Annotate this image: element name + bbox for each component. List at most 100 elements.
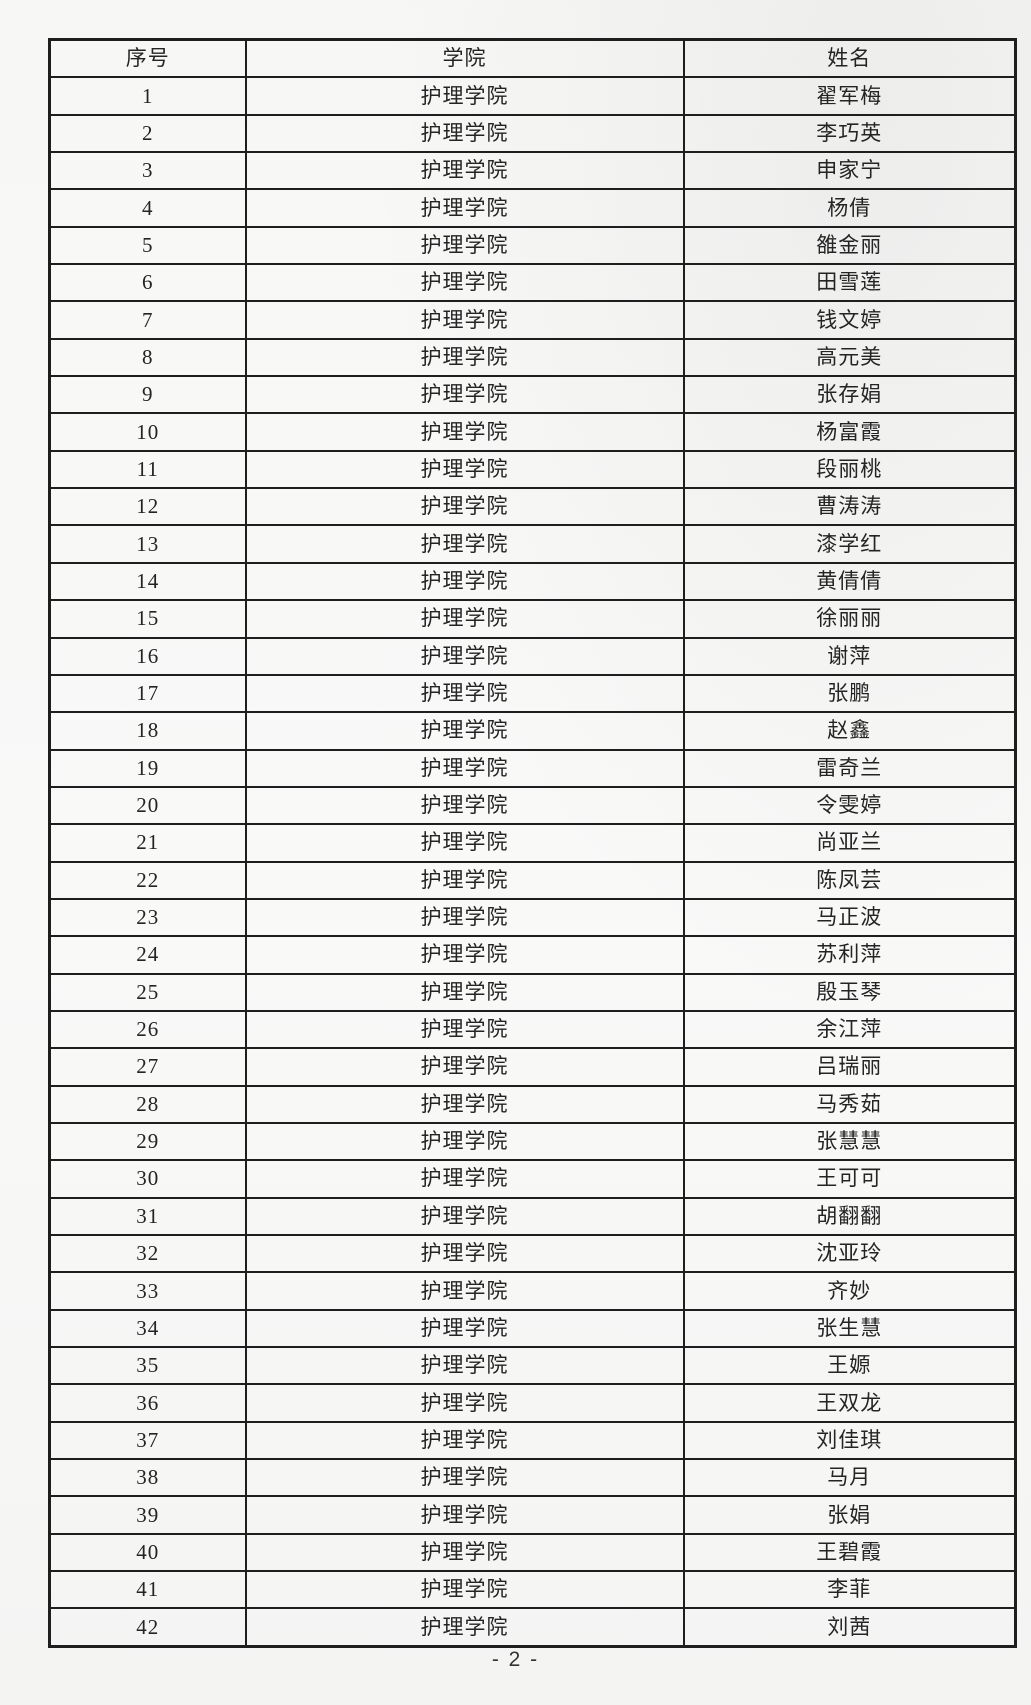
college-cell: 护理学院: [244, 972, 685, 1012]
table-row: 15 护理学院 徐丽丽: [48, 599, 1017, 639]
table-row: 23 护理学院 马正波: [48, 897, 1017, 938]
college-cell: 护理学院: [244, 1383, 685, 1423]
row-number-cell: 27: [48, 1047, 247, 1087]
name-cell: 张娟: [682, 1495, 1017, 1535]
college-cell: 护理学院: [244, 375, 685, 415]
college-cell: 护理学院: [244, 1570, 685, 1610]
name-cell: 申家宁: [682, 151, 1017, 191]
table-row: 33 护理学院 齐妙: [48, 1271, 1017, 1311]
name-cell: 漆学红: [682, 524, 1017, 564]
table-row: 42 护理学院 刘茜: [48, 1607, 1017, 1648]
table-row: 2 护理学院 李巧英: [48, 113, 1017, 154]
row-number-cell: 23: [48, 897, 247, 938]
row-number-cell: 1: [48, 76, 247, 116]
name-cell: 钱文婷: [682, 300, 1017, 340]
name-cell: 余江萍: [682, 1009, 1017, 1050]
college-cell: 护理学院: [244, 785, 685, 826]
row-number-cell: 38: [48, 1458, 247, 1498]
table-row: 13 护理学院 漆学红: [48, 524, 1017, 564]
row-number-cell: 16: [48, 636, 247, 676]
table-row: 4 护理学院 杨倩: [48, 188, 1017, 228]
row-number-cell: 32: [48, 1233, 247, 1274]
name-cell: 黄倩倩: [682, 561, 1017, 602]
row-number-cell: 26: [48, 1009, 247, 1050]
name-cell: 尚亚兰: [682, 823, 1017, 863]
table-row: 9 护理学院 张存娟: [48, 375, 1017, 415]
name-cell: 徐丽丽: [682, 599, 1017, 639]
table-row: 3 护理学院 申家宁: [48, 151, 1017, 191]
college-cell: 护理学院: [244, 151, 685, 191]
table-row: 5 护理学院 雒金丽: [48, 225, 1017, 266]
table-row: 38 护理学院 马月: [48, 1458, 1017, 1498]
row-number-cell: 35: [48, 1346, 247, 1386]
college-cell: 护理学院: [244, 897, 685, 938]
row-number-cell: 12: [48, 487, 247, 527]
row-number-cell: 29: [48, 1121, 247, 1162]
college-cell: 护理学院: [244, 561, 685, 602]
table-row: 11 护理学院 段丽桃: [48, 449, 1017, 490]
college-cell: 护理学院: [244, 1196, 685, 1237]
name-cell: 王可可: [682, 1159, 1017, 1199]
name-cell: 高元美: [682, 337, 1017, 378]
table-row: 19 护理学院 雷奇兰: [48, 748, 1017, 788]
name-cell: 段丽桃: [682, 449, 1017, 490]
college-cell: 护理学院: [244, 1009, 685, 1050]
college-cell: 护理学院: [244, 113, 685, 154]
table-row: 29 护理学院 张慧慧: [48, 1121, 1017, 1162]
row-number-cell: 19: [48, 748, 247, 788]
college-cell: 护理学院: [244, 300, 685, 340]
row-number-cell: 40: [48, 1532, 247, 1573]
name-cell: 刘佳琪: [682, 1420, 1017, 1461]
row-number-cell: 7: [48, 300, 247, 340]
name-cell: 沈亚玲: [682, 1233, 1017, 1274]
name-cell: 李菲: [682, 1570, 1017, 1610]
row-number-cell: 20: [48, 785, 247, 826]
row-number-cell: 39: [48, 1495, 247, 1535]
name-cell: 杨倩: [682, 188, 1017, 228]
table-header-row: 序号 学院 姓名: [48, 38, 1017, 79]
row-number-cell: 2: [48, 113, 247, 154]
table-row: 20 护理学院 令雯婷: [48, 785, 1017, 826]
name-cell: 齐妙: [682, 1271, 1017, 1311]
college-cell: 护理学院: [244, 599, 685, 639]
row-number-cell: 42: [48, 1607, 247, 1648]
college-cell: 护理学院: [244, 1308, 685, 1349]
college-cell: 护理学院: [244, 225, 685, 266]
row-number-cell: 5: [48, 225, 247, 266]
table-row: 8 护理学院 高元美: [48, 337, 1017, 378]
college-cell: 护理学院: [244, 1420, 685, 1461]
table-row: 1 护理学院 翟军梅: [48, 76, 1017, 116]
table-row: 27 护理学院 吕瑞丽: [48, 1047, 1017, 1087]
table-row: 39 护理学院 张娟: [48, 1495, 1017, 1535]
table-row: 17 护理学院 张鹏: [48, 673, 1017, 714]
name-cell: 田雪莲: [682, 263, 1017, 303]
name-cell: 马秀茹: [682, 1084, 1017, 1124]
row-number-cell: 8: [48, 337, 247, 378]
college-cell: 护理学院: [244, 1121, 685, 1162]
row-number-cell: 10: [48, 412, 247, 452]
college-cell: 护理学院: [244, 1233, 685, 1274]
row-number-cell: 9: [48, 375, 247, 415]
row-number-cell: 22: [48, 860, 247, 900]
college-cell: 护理学院: [244, 412, 685, 452]
college-cell: 护理学院: [244, 1084, 685, 1124]
name-cell: 陈凤芸: [682, 860, 1017, 900]
name-cell: 杨富霞: [682, 412, 1017, 452]
college-cell: 护理学院: [244, 1495, 685, 1535]
college-cell: 护理学院: [244, 1159, 685, 1199]
row-number-cell: 4: [48, 188, 247, 228]
table-row: 32 护理学院 沈亚玲: [48, 1233, 1017, 1274]
name-cell: 谢萍: [682, 636, 1017, 676]
table-row: 18 护理学院 赵鑫: [48, 711, 1017, 751]
table-row: 40 护理学院 王碧霞: [48, 1532, 1017, 1573]
row-number-cell: 15: [48, 599, 247, 639]
name-cell: 赵鑫: [682, 711, 1017, 751]
table-row: 7 护理学院 钱文婷: [48, 300, 1017, 340]
roster-table: 序号 学院 姓名 1 护理学院 翟军梅 2 护理学院 李巧英 3 护理学院 申家宁 4 护理学院 杨倩…: [48, 38, 1017, 1648]
table-row: 16 护理学院 谢萍: [48, 636, 1017, 676]
college-cell: 护理学院: [244, 673, 685, 714]
college-cell: 护理学院: [244, 487, 685, 527]
table-row: 26 护理学院 余江萍: [48, 1009, 1017, 1050]
row-number-cell: 36: [48, 1383, 247, 1423]
table-row: 34 护理学院 张生慧: [48, 1308, 1017, 1349]
